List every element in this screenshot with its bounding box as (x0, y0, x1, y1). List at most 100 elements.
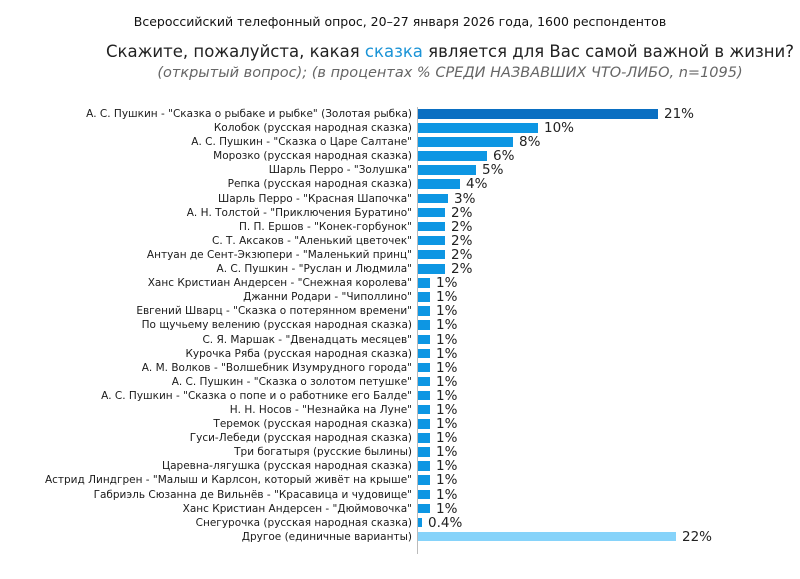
bar (418, 306, 430, 316)
bar (418, 390, 430, 401)
value-label: 2% (451, 204, 473, 221)
value-label: 1% (436, 472, 458, 489)
category-label: Репка (русская народная сказка) (227, 178, 412, 191)
value-label: 2% (451, 232, 473, 249)
value-label: 1% (436, 387, 458, 404)
category-label: Курочка Ряба (русская народная сказка) (185, 347, 412, 360)
category-label: А. С. Пушкин - "Руслан и Людмила" (216, 263, 412, 276)
value-label: 5% (482, 162, 504, 179)
category-label: П. П. Ершов - "Конек-горбунок" (238, 220, 412, 233)
bar (418, 447, 430, 457)
category-label: Морозко (русская народная сказка) (213, 150, 412, 163)
bar (418, 151, 487, 161)
value-label: 1% (436, 458, 458, 475)
category-label: Габриэль Сюзанна де Вильнёв - "Красавица… (93, 488, 412, 501)
category-label: Другое (единичные варианты) (241, 530, 412, 543)
chart-row: Курочка Ряба (русская народная сказка) 1% (0, 346, 800, 362)
category-label: А. С. Пушкин - "Сказка о Царе Салтане" (191, 136, 412, 149)
chart-row: А. С. Пушкин - "Руслан и Людмила" 2% (0, 261, 800, 278)
category-label: Евгений Шварц - "Сказка о потерянном вре… (136, 305, 412, 318)
bar (418, 517, 422, 528)
chart-row: Снегурочка (русская народная сказка) 0.4% (0, 515, 800, 531)
chart-row: С. Я. Маршак - "Двенадцать месяцев" 1% (0, 331, 800, 348)
bar (418, 461, 430, 471)
value-label: 3% (454, 190, 476, 207)
value-label: 1% (436, 500, 458, 517)
chart-axis-line (417, 107, 418, 554)
chart-row: Морозко (русская народная сказка) 6% (0, 148, 800, 165)
category-label: Гуси-Лебеди (русская народная сказка) (189, 432, 412, 445)
value-label: 6% (493, 148, 515, 165)
value-label: 2% (451, 218, 473, 235)
chart-row: А. С. Пушкин - "Сказка о Царе Салтане" 8% (0, 134, 800, 150)
value-label: 1% (436, 444, 458, 461)
bar (418, 475, 430, 485)
chart-row: Ханс Кристиан Андерсен - "Снежная короле… (0, 275, 800, 292)
chart-row: Шарль Перро - "Золушка" 5% (0, 162, 800, 179)
bar (418, 320, 430, 330)
bar (418, 193, 448, 204)
bar (418, 109, 658, 119)
bar (418, 123, 538, 133)
survey-info: Всероссийский телефонный опрос, 20–27 ян… (133, 14, 667, 29)
bar (418, 376, 430, 387)
chart-row: Ханс Кристиан Андерсен - "Дюймовочка" 1% (0, 500, 800, 517)
value-label: 1% (436, 401, 458, 418)
question-title: Скажите, пожалуйста, какая сказка являет… (0, 42, 800, 61)
category-label: По щучьему велению (русская народная ска… (141, 319, 412, 332)
value-label: 1% (436, 416, 458, 433)
chart-row: Другое (единичные варианты) 22% (0, 528, 800, 545)
value-label: 1% (436, 331, 458, 348)
chart-row: Джанни Родари - "Чиполлино" 1% (0, 289, 800, 306)
bar (418, 419, 430, 429)
category-label: Теремок (русская народная сказка) (213, 418, 412, 431)
bar (418, 235, 445, 246)
chart-row: Евгений Шварц - "Сказка о потерянном вре… (0, 303, 800, 319)
category-label: С. Т. Аксаков - "Аленький цветочек" (212, 234, 412, 247)
bar (418, 503, 430, 514)
question-subtitle: (открытый вопрос); (в процентах % СРЕДИ … (157, 65, 743, 81)
category-label: Ханс Кристиан Андерсен - "Снежная короле… (147, 277, 412, 290)
category-label: Шарль Перро - "Золушка" (268, 164, 412, 177)
bar (418, 292, 430, 302)
question-text-after: является для Вас самой важной в жизни? (422, 42, 795, 61)
value-label: 1% (436, 275, 458, 292)
category-label: А. Н. Толстой - "Приключения Буратино" (186, 206, 412, 219)
category-label: А. М. Волков - "Волшебник Изумрудного го… (141, 361, 412, 374)
category-label: Шарль Перро - "Красная Шапочка" (217, 192, 412, 205)
value-label: 1% (436, 486, 458, 503)
chart-row: Астрид Линдгрен - "Малыш и Карлсон, кото… (0, 472, 800, 489)
chart-row: Н. Н. Носов - "Незнайка на Луне" 1% (0, 401, 800, 418)
bar (418, 221, 445, 232)
category-label: Ханс Кристиан Андерсен - "Дюймовочка" (182, 502, 412, 515)
value-label: 22% (682, 528, 713, 545)
category-label: Три богатыря (русские былины) (234, 446, 412, 459)
bar (418, 249, 445, 260)
value-label: 2% (451, 246, 473, 263)
value-label: 1% (436, 373, 458, 390)
value-label: 1% (436, 359, 458, 376)
chart-row: Репка (русская народная сказка) 4% (0, 176, 800, 193)
bar (418, 433, 430, 443)
bar (418, 531, 676, 542)
value-label: 2% (451, 261, 473, 278)
value-label: 1% (436, 289, 458, 306)
chart-row: П. П. Ершов - "Конек-горбунок" 2% (0, 218, 800, 235)
category-label: А. С. Пушкин - "Сказка о рыбаке и рыбке"… (86, 108, 412, 120)
category-label: Царевна-лягушка (русская народная сказка… (161, 460, 412, 473)
chart-row: А. С. Пушкин - "Сказка о золотом петушке… (0, 373, 800, 390)
chart-row: А. С. Пушкин - "Сказка о рыбаке и рыбке"… (0, 106, 800, 122)
value-label: 10% (544, 120, 575, 137)
category-label: С. Я. Маршак - "Двенадцать месяцев" (202, 333, 412, 346)
value-label: 1% (436, 430, 458, 447)
category-label: Астрид Линдгрен - "Малыш и Карлсон, кото… (44, 474, 412, 487)
bar (418, 334, 430, 344)
category-label: А. С. Пушкин - "Сказка о попе и о работн… (101, 389, 412, 402)
value-label: 4% (466, 176, 488, 193)
question-text-before: Скажите, пожалуйста, какая (105, 42, 365, 61)
chart-row: А. Н. Толстой - "Приключения Буратино" 2% (0, 204, 800, 221)
bar (418, 362, 430, 373)
bar (418, 207, 445, 218)
value-label: 21% (664, 106, 695, 122)
category-label: Н. Н. Носов - "Незнайка на Луне" (229, 403, 412, 416)
